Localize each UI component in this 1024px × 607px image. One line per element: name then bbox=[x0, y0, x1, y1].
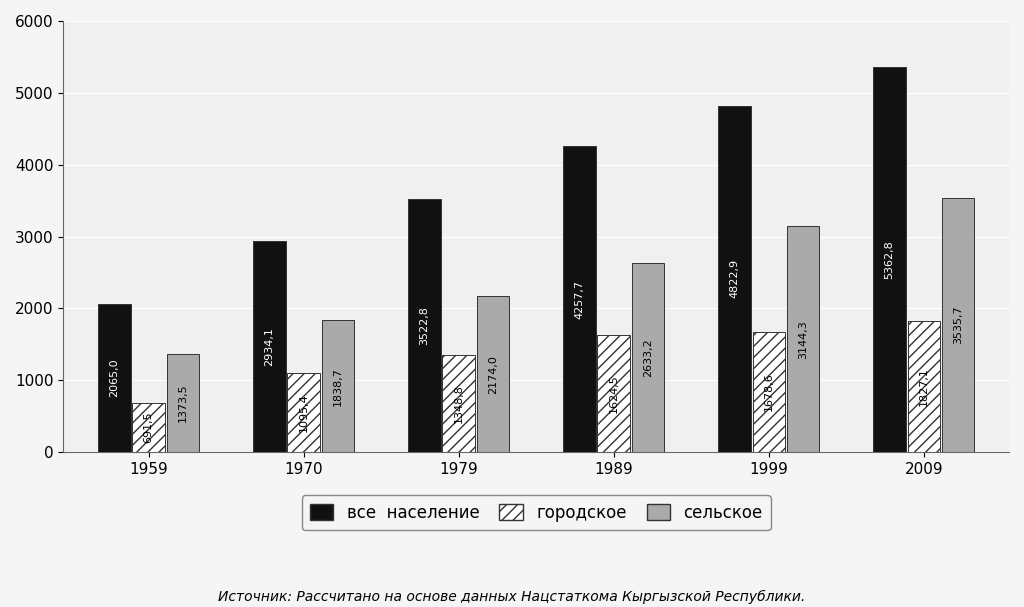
Bar bbox=[942, 198, 974, 452]
Text: 2065,0: 2065,0 bbox=[110, 359, 120, 398]
Text: 3522,8: 3522,8 bbox=[420, 306, 429, 345]
Text: 1827,1: 1827,1 bbox=[919, 367, 929, 406]
Bar bbox=[98, 304, 131, 452]
Bar bbox=[167, 353, 199, 452]
Bar bbox=[597, 336, 630, 452]
Bar bbox=[907, 321, 940, 452]
Bar bbox=[409, 199, 440, 452]
Bar bbox=[442, 355, 475, 452]
Text: 1838,7: 1838,7 bbox=[333, 367, 343, 405]
Text: 1678,6: 1678,6 bbox=[764, 373, 774, 412]
Text: 3535,7: 3535,7 bbox=[953, 306, 963, 345]
Text: 1373,5: 1373,5 bbox=[178, 384, 187, 422]
Text: 1348,8: 1348,8 bbox=[454, 384, 464, 423]
Text: 1095,4: 1095,4 bbox=[299, 393, 308, 432]
Bar bbox=[563, 146, 596, 452]
Text: 4257,7: 4257,7 bbox=[574, 280, 585, 319]
Bar bbox=[753, 331, 785, 452]
Bar bbox=[632, 263, 664, 452]
Bar bbox=[719, 106, 751, 452]
Text: Источник: Рассчитано на основе данных Нацстаткома Кыргызской Республики.: Источник: Рассчитано на основе данных На… bbox=[218, 590, 806, 604]
Text: 691,5: 691,5 bbox=[143, 412, 154, 443]
Bar bbox=[253, 242, 286, 452]
Text: 3144,3: 3144,3 bbox=[798, 320, 808, 359]
Text: 4822,9: 4822,9 bbox=[730, 259, 739, 299]
Text: 5362,8: 5362,8 bbox=[885, 240, 895, 279]
Bar bbox=[132, 402, 165, 452]
Bar bbox=[476, 296, 509, 452]
Text: 2633,2: 2633,2 bbox=[643, 338, 652, 377]
Legend: все  население, городское, сельское: все население, городское, сельское bbox=[302, 495, 771, 530]
Bar bbox=[322, 320, 354, 452]
Text: 2174,0: 2174,0 bbox=[487, 354, 498, 393]
Bar bbox=[873, 67, 906, 452]
Bar bbox=[786, 226, 819, 452]
Bar bbox=[288, 373, 319, 452]
Text: 1624,5: 1624,5 bbox=[608, 375, 618, 413]
Text: 2934,1: 2934,1 bbox=[264, 327, 274, 366]
